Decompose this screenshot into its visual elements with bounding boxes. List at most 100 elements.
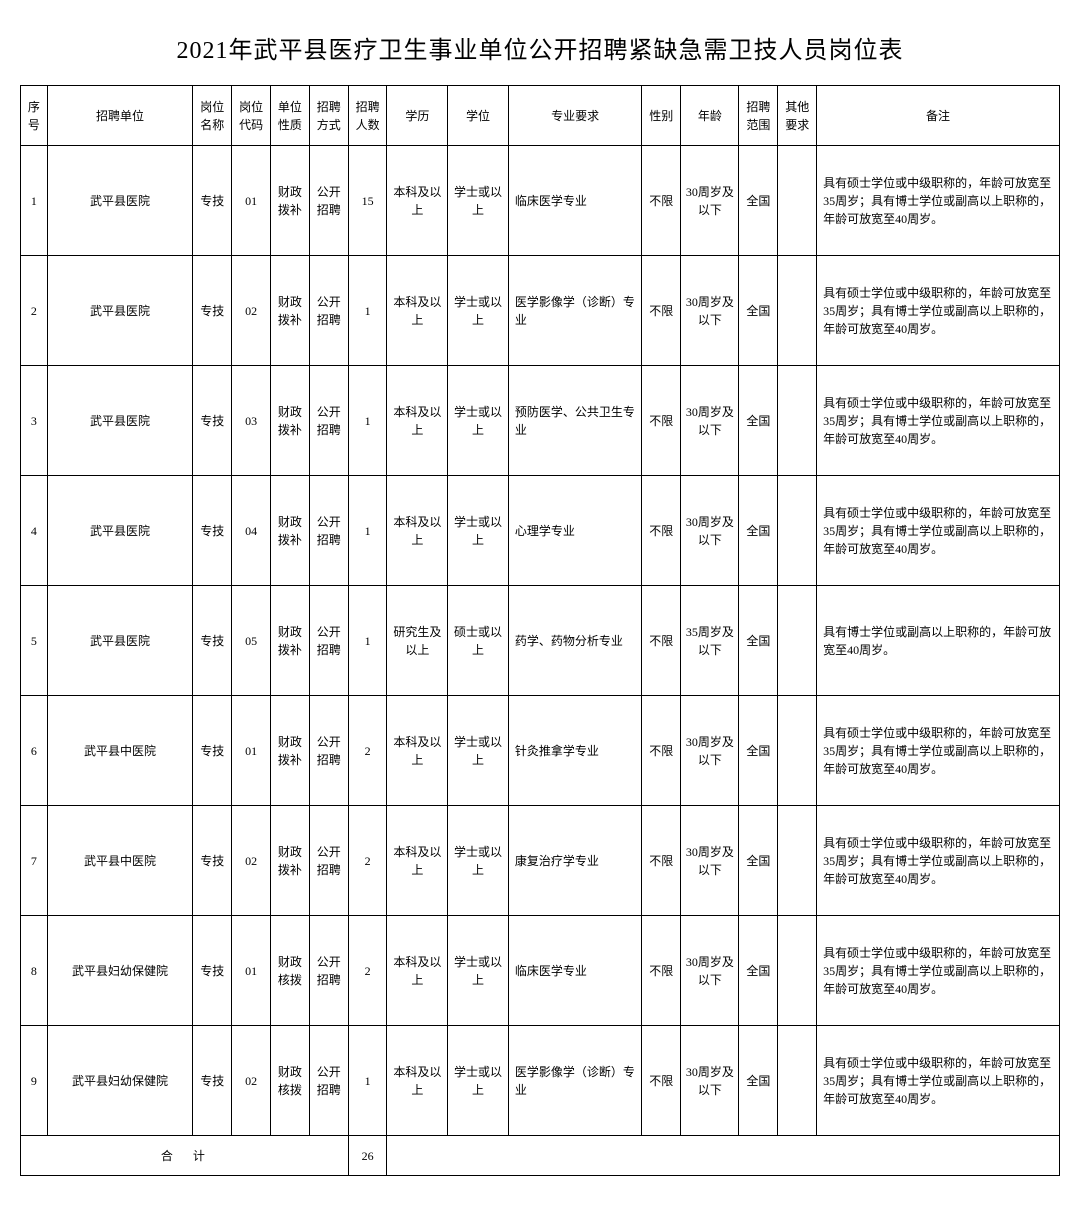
cell-seq: 3: [21, 366, 48, 476]
cell-poscode: 03: [232, 366, 271, 476]
cell-major: 心理学专业: [508, 476, 642, 586]
cell-scope: 全国: [739, 146, 778, 256]
cell-degree: 学士或以上: [448, 366, 509, 476]
cell-seq: 9: [21, 1026, 48, 1136]
cell-count: 2: [348, 916, 387, 1026]
cell-seq: 7: [21, 806, 48, 916]
cell-unittype: 财政拨补: [271, 806, 310, 916]
header-major: 专业要求: [508, 86, 642, 146]
cell-gender: 不限: [642, 256, 681, 366]
cell-poscode: 01: [232, 146, 271, 256]
header-unittype: 单位性质: [271, 86, 310, 146]
cell-gender: 不限: [642, 476, 681, 586]
cell-count: 1: [348, 366, 387, 476]
cell-major: 临床医学专业: [508, 146, 642, 256]
cell-scope: 全国: [739, 476, 778, 586]
cell-age: 30周岁及以下: [681, 476, 739, 586]
cell-age: 30周岁及以下: [681, 806, 739, 916]
cell-unittype: 财政拨补: [271, 146, 310, 256]
cell-degree: 学士或以上: [448, 916, 509, 1026]
table-row: 6武平县中医院专技01财政拨补公开招聘2本科及以上学士或以上针灸推拿学专业不限3…: [21, 696, 1060, 806]
header-posname: 岗位名称: [193, 86, 232, 146]
cell-method: 公开招聘: [309, 256, 348, 366]
table-row: 8武平县妇幼保健院专技01财政核拨公开招聘2本科及以上学士或以上临床医学专业不限…: [21, 916, 1060, 1026]
cell-degree: 学士或以上: [448, 476, 509, 586]
cell-edu: 本科及以上: [387, 256, 448, 366]
cell-poscode: 02: [232, 806, 271, 916]
cell-scope: 全国: [739, 366, 778, 476]
cell-major: 康复治疗学专业: [508, 806, 642, 916]
cell-major: 针灸推拿学专业: [508, 696, 642, 806]
header-poscode: 岗位代码: [232, 86, 271, 146]
cell-scope: 全国: [739, 1026, 778, 1136]
cell-unittype: 财政拨补: [271, 476, 310, 586]
cell-gender: 不限: [642, 916, 681, 1026]
cell-posname: 专技: [193, 806, 232, 916]
cell-degree: 硕士或以上: [448, 586, 509, 696]
page-title: 2021年武平县医疗卫生事业单位公开招聘紧缺急需卫技人员岗位表: [20, 30, 1060, 65]
header-count: 招聘人数: [348, 86, 387, 146]
header-row: 序号 招聘单位 岗位名称 岗位代码 单位性质 招聘方式 招聘人数 学历 学位 专…: [21, 86, 1060, 146]
cell-posname: 专技: [193, 366, 232, 476]
cell-major: 预防医学、公共卫生专业: [508, 366, 642, 476]
header-degree: 学位: [448, 86, 509, 146]
cell-degree: 学士或以上: [448, 806, 509, 916]
cell-degree: 学士或以上: [448, 146, 509, 256]
header-gender: 性别: [642, 86, 681, 146]
cell-method: 公开招聘: [309, 696, 348, 806]
cell-posname: 专技: [193, 476, 232, 586]
cell-unit: 武平县中医院: [47, 806, 193, 916]
table-row: 9武平县妇幼保健院专技02财政核拨公开招聘1本科及以上学士或以上医学影像学（诊断…: [21, 1026, 1060, 1136]
cell-scope: 全国: [739, 916, 778, 1026]
cell-age: 35周岁及以下: [681, 586, 739, 696]
cell-remark: 具有硕士学位或中级职称的，年龄可放宽至35周岁；具有博士学位或副高以上职称的，年…: [817, 476, 1060, 586]
cell-count: 1: [348, 476, 387, 586]
cell-method: 公开招聘: [309, 806, 348, 916]
cell-edu: 本科及以上: [387, 366, 448, 476]
cell-remark: 具有硕士学位或中级职称的，年龄可放宽至35周岁；具有博士学位或副高以上职称的，年…: [817, 696, 1060, 806]
cell-method: 公开招聘: [309, 146, 348, 256]
cell-posname: 专技: [193, 586, 232, 696]
cell-gender: 不限: [642, 806, 681, 916]
table-row: 3武平县医院专技03财政拨补公开招聘1本科及以上学士或以上预防医学、公共卫生专业…: [21, 366, 1060, 476]
table-row: 2武平县医院专技02财政拨补公开招聘1本科及以上学士或以上医学影像学（诊断）专业…: [21, 256, 1060, 366]
total-blank: [387, 1136, 1060, 1176]
cell-count: 1: [348, 256, 387, 366]
cell-age: 30周岁及以下: [681, 256, 739, 366]
header-method: 招聘方式: [309, 86, 348, 146]
cell-remark: 具有硕士学位或中级职称的，年龄可放宽至35周岁；具有博士学位或副高以上职称的，年…: [817, 366, 1060, 476]
cell-seq: 6: [21, 696, 48, 806]
cell-posname: 专技: [193, 916, 232, 1026]
cell-seq: 5: [21, 586, 48, 696]
cell-posname: 专技: [193, 696, 232, 806]
total-label: 合计: [21, 1136, 349, 1176]
cell-scope: 全国: [739, 696, 778, 806]
cell-unit: 武平县妇幼保健院: [47, 1026, 193, 1136]
cell-poscode: 02: [232, 1026, 271, 1136]
header-scope: 招聘范围: [739, 86, 778, 146]
cell-other: [778, 806, 817, 916]
cell-unittype: 财政核拨: [271, 1026, 310, 1136]
cell-degree: 学士或以上: [448, 256, 509, 366]
cell-edu: 本科及以上: [387, 806, 448, 916]
cell-major: 医学影像学（诊断）专业: [508, 256, 642, 366]
table-row: 4武平县医院专技04财政拨补公开招聘1本科及以上学士或以上心理学专业不限30周岁…: [21, 476, 1060, 586]
cell-edu: 本科及以上: [387, 476, 448, 586]
cell-method: 公开招聘: [309, 916, 348, 1026]
cell-count: 15: [348, 146, 387, 256]
cell-other: [778, 256, 817, 366]
table-row: 1武平县医院专技01财政拨补公开招聘15本科及以上学士或以上临床医学专业不限30…: [21, 146, 1060, 256]
cell-age: 30周岁及以下: [681, 916, 739, 1026]
cell-method: 公开招聘: [309, 476, 348, 586]
cell-remark: 具有硕士学位或中级职称的，年龄可放宽至35周岁；具有博士学位或副高以上职称的，年…: [817, 146, 1060, 256]
cell-count: 2: [348, 806, 387, 916]
cell-edu: 本科及以上: [387, 696, 448, 806]
cell-age: 30周岁及以下: [681, 1026, 739, 1136]
cell-poscode: 01: [232, 696, 271, 806]
cell-remark: 具有硕士学位或中级职称的，年龄可放宽至35周岁；具有博士学位或副高以上职称的，年…: [817, 916, 1060, 1026]
cell-degree: 学士或以上: [448, 696, 509, 806]
cell-age: 30周岁及以下: [681, 366, 739, 476]
cell-other: [778, 586, 817, 696]
cell-unit: 武平县医院: [47, 586, 193, 696]
cell-unit: 武平县中医院: [47, 696, 193, 806]
